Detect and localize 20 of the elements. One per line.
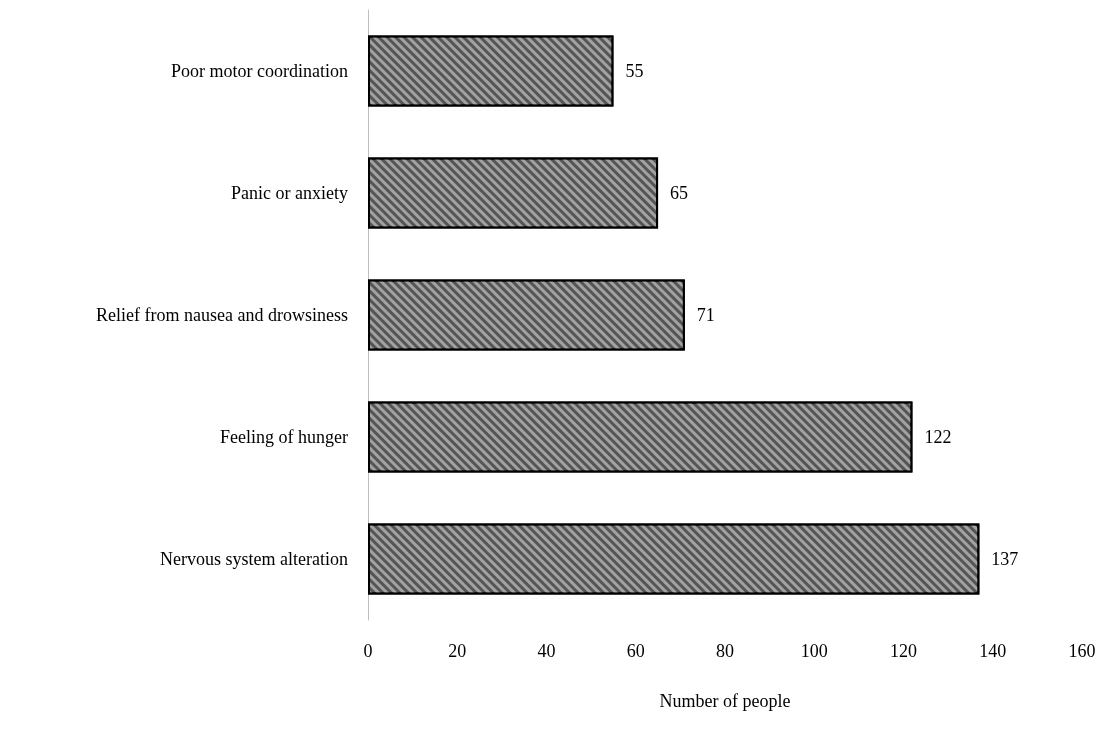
y-tick-label: Nervous system alteration bbox=[160, 549, 348, 569]
data-label: 137 bbox=[991, 549, 1019, 569]
y-tick-label: Poor motor coordination bbox=[171, 61, 348, 81]
x-tick-label: 100 bbox=[800, 641, 828, 661]
x-tick-label: 20 bbox=[448, 641, 467, 661]
data-label: 65 bbox=[670, 183, 689, 203]
data-label: 122 bbox=[924, 427, 952, 447]
y-tick-label: Feeling of hunger bbox=[220, 427, 349, 447]
x-tick-label: 40 bbox=[537, 641, 556, 661]
x-tick-label: 0 bbox=[363, 641, 373, 661]
data-label: 55 bbox=[625, 61, 644, 81]
x-tick-label: 60 bbox=[626, 641, 645, 661]
y-tick-label: Panic or anxiety bbox=[231, 183, 348, 203]
x-tick-label: 140 bbox=[979, 641, 1007, 661]
x-axis-title: Number of people bbox=[659, 691, 791, 711]
data-label: 71 bbox=[696, 305, 715, 325]
y-tick-label: Relief from nausea and drowsiness bbox=[96, 305, 348, 325]
x-tick-label: 80 bbox=[716, 641, 734, 661]
x-tick-label: 120 bbox=[890, 641, 917, 661]
x-tick-label: 160 bbox=[1068, 641, 1096, 661]
